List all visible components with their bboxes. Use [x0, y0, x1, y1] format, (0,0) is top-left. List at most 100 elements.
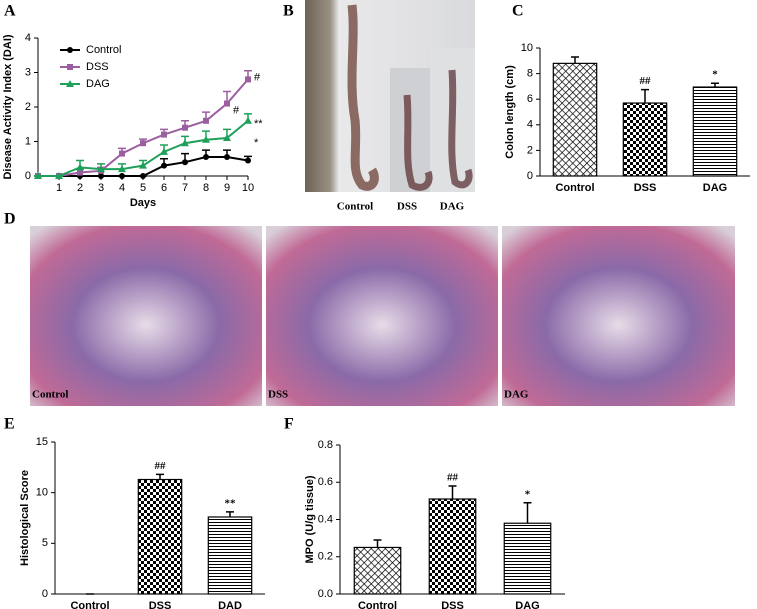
bar — [428, 498, 477, 595]
error-bar — [373, 539, 382, 548]
y-tick-label: 0.6 — [318, 476, 333, 488]
y-tick-label: 0.2 — [318, 551, 333, 563]
y-tick-label: 15 — [36, 436, 48, 448]
y-tick-label: 5 — [42, 537, 48, 549]
photo-label: Control — [337, 201, 373, 213]
bar — [137, 478, 183, 595]
marker — [182, 159, 188, 166]
annotation: ** — [254, 118, 263, 130]
y-tick-label: 0 — [527, 170, 533, 182]
colon-sample — [347, 4, 379, 191]
y-axis-label: Colon length (cm) — [504, 65, 516, 159]
marker — [224, 100, 230, 107]
marker — [203, 154, 209, 161]
marker — [34, 172, 42, 179]
y-axis-label: Disease Activity Index (DAI) — [2, 34, 14, 179]
annotation: * — [712, 69, 718, 81]
marker — [203, 117, 209, 124]
y-tick-label: 1 — [25, 135, 31, 147]
x-tick-label: DSS — [149, 600, 172, 609]
y-tick-label: 6 — [527, 93, 533, 105]
legend-marker — [66, 80, 74, 87]
x-tick-label: Control — [555, 182, 594, 194]
panel-letter: A — [4, 3, 16, 20]
histology-image — [30, 226, 262, 406]
y-tick-label: 4 — [25, 32, 31, 44]
annotation: ** — [225, 497, 237, 509]
error-bar — [571, 56, 579, 64]
marker — [161, 131, 167, 138]
marker — [139, 161, 147, 169]
x-tick-label: 9 — [224, 182, 230, 194]
x-tick-label: DAG — [515, 600, 539, 609]
x-tick-label: 7 — [182, 182, 188, 194]
annotation: * — [254, 137, 259, 149]
y-tick-label: 0.8 — [318, 439, 333, 451]
y-tick-label: 2 — [527, 144, 533, 156]
marker — [244, 116, 252, 124]
annotation: ## — [155, 460, 167, 472]
colon-sample — [448, 69, 473, 189]
bar — [503, 522, 552, 595]
histology-label: DAG — [504, 389, 529, 401]
y-axis-label: MPO (U/g tissue) — [304, 475, 316, 563]
legend-label: DAG — [86, 78, 110, 90]
x-tick-label: DSS — [634, 182, 657, 194]
annotation: ## — [640, 75, 652, 87]
annotation: ## — [447, 472, 459, 484]
x-tick-label: 8 — [203, 182, 209, 194]
marker — [161, 162, 167, 169]
error-bar — [641, 88, 649, 104]
y-tick-label: 0 — [42, 588, 48, 600]
marker — [76, 163, 84, 171]
x-tick-label: 5 — [140, 182, 146, 194]
colon-sample — [403, 94, 433, 191]
histology-image — [266, 226, 498, 406]
marker — [140, 140, 146, 147]
y-axis-label: Histological Score — [19, 470, 31, 566]
marker — [98, 173, 104, 179]
legend-label: Control — [86, 44, 121, 56]
annotation: # — [233, 104, 240, 116]
panel-letter: C — [512, 3, 524, 20]
histology-image — [502, 226, 735, 406]
marker — [118, 165, 126, 173]
error-bar — [156, 473, 164, 480]
legend-marker — [67, 47, 73, 53]
photo-label: DSS — [397, 201, 417, 213]
panel-letter: E — [4, 416, 15, 433]
panel-letter: B — [283, 3, 294, 20]
marker — [77, 169, 83, 176]
y-tick-label: 0 — [25, 170, 31, 182]
error-bar — [226, 511, 234, 517]
y-tick-label: 4 — [527, 119, 533, 131]
marker — [119, 150, 125, 157]
annotation: # — [254, 72, 261, 84]
marker — [245, 76, 251, 83]
marker — [140, 173, 146, 179]
error-bar — [448, 485, 457, 500]
x-tick-label: DAG — [703, 182, 727, 194]
x-tick-label: 3 — [98, 182, 104, 194]
error-bar — [523, 501, 532, 524]
x-tick-label: 6 — [161, 182, 167, 194]
y-tick-label: 0.4 — [318, 513, 333, 525]
legend-label: DSS — [86, 61, 109, 73]
x-tick-label: 1 — [56, 182, 62, 194]
marker — [223, 134, 231, 142]
y-tick-label: 0.0 — [318, 588, 333, 600]
x-tick-label: 2 — [77, 182, 83, 194]
marker — [181, 139, 189, 147]
x-axis-label: Days — [130, 197, 156, 209]
legend-marker — [67, 64, 73, 70]
marker — [97, 165, 105, 173]
marker — [160, 147, 168, 155]
x-tick-label: 10 — [242, 182, 254, 194]
y-tick-label: 10 — [36, 487, 48, 499]
marker — [55, 172, 63, 179]
bar — [353, 546, 402, 595]
marker — [119, 173, 125, 179]
histology-label: Control — [32, 389, 68, 401]
y-tick-label: 3 — [25, 66, 31, 78]
